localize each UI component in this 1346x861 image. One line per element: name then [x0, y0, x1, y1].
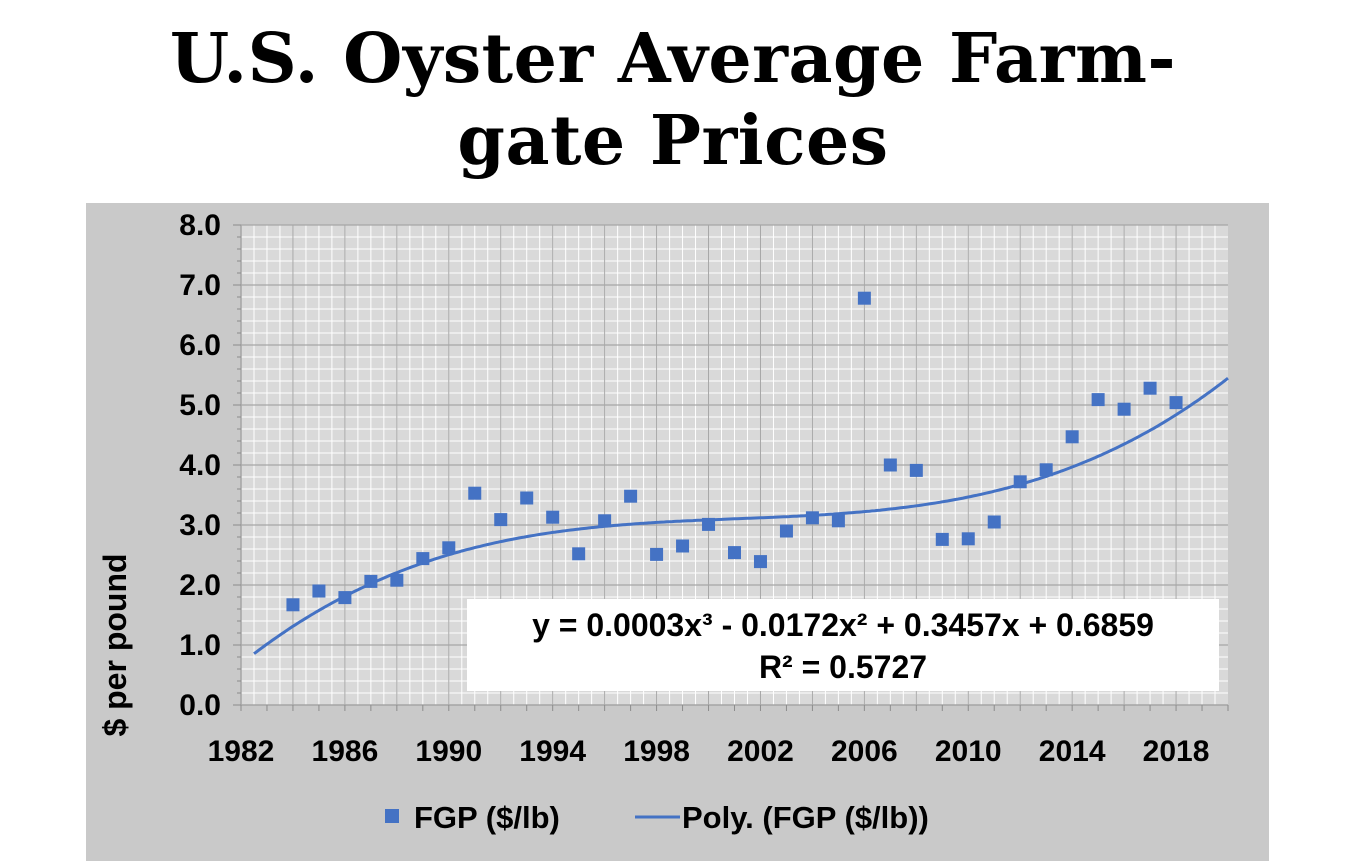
data-point [338, 591, 352, 605]
legend-marker-fgp [385, 809, 399, 823]
x-tick-label: 1986 [312, 735, 379, 768]
y-tick-label: 3.0 [179, 509, 221, 542]
data-point [676, 539, 690, 553]
legend-label-poly: Poly. (FGP ($/lb)) [682, 800, 929, 835]
data-point [1013, 475, 1027, 489]
x-tick-label: 1982 [208, 735, 275, 768]
data-point [805, 511, 819, 525]
y-tick-label: 4.0 [179, 449, 221, 482]
data-point [494, 513, 508, 527]
data-point [1117, 402, 1131, 416]
y-tick-label: 1.0 [179, 629, 221, 662]
axes [233, 224, 1229, 711]
x-tick-label: 2018 [1143, 735, 1210, 768]
data-point [598, 514, 612, 528]
data-point [728, 546, 741, 560]
data-point [831, 514, 845, 528]
data-point [468, 486, 482, 500]
equation-box: y = 0.0003x³ - 0.0172x² + 0.3457x + 0.68… [467, 599, 1219, 691]
y-axis-title: $ per pound [97, 553, 133, 736]
data-point [572, 547, 586, 561]
data-point [624, 489, 638, 503]
data-point [416, 552, 430, 566]
y-tick-label: 2.0 [179, 569, 221, 602]
page-title: U.S. Oyster Average Farm- gate Prices [0, 18, 1346, 182]
data-point [753, 555, 767, 569]
data-point [442, 541, 456, 555]
y-tick-label: 0.0 [179, 689, 221, 722]
legend-label-fgp: FGP ($/lb) [414, 800, 560, 835]
trendline-layer [253, 377, 1229, 655]
data-point [857, 291, 871, 305]
data-point [987, 515, 1001, 529]
data-point [1039, 463, 1053, 477]
data-point [883, 458, 897, 472]
data-point [702, 517, 716, 531]
data-point [1143, 381, 1157, 395]
data-point [390, 573, 404, 587]
x-tick-label: 2002 [727, 735, 794, 768]
x-tick-label: 1990 [415, 735, 482, 768]
chart-panel: 1982 1986 1990 1994 1998 2002 2006 2010 2014 2018… [86, 203, 1269, 861]
y-tick-label: 5.0 [179, 389, 221, 422]
title-line-1: U.S. Oyster Average Farm- [169, 19, 1177, 99]
x-tick-label: 2010 [935, 735, 1002, 768]
data-point [520, 491, 534, 505]
data-point [364, 574, 378, 588]
data-point [312, 584, 326, 598]
x-tick-label: 1994 [519, 735, 586, 768]
equation-text: y = 0.0003x³ - 0.0172x² + 0.3457x + 0.68… [532, 607, 1154, 643]
chart-svg: 1982 1986 1990 1994 1998 2002 2006 2010 2014 2018… [97, 209, 1229, 835]
y-tick-labels: 0.0 1.0 2.0 3.0 4.0 5.0 6.0 7.0 8.0 [179, 209, 221, 722]
y-tick-label: 8.0 [179, 209, 221, 242]
data-points [286, 291, 1183, 612]
r-squared-text: R² = 0.5727 [759, 649, 927, 685]
data-point [935, 532, 949, 546]
data-point [1169, 396, 1183, 410]
legend: FGP ($/lb) Poly. (FGP ($/lb)) [385, 800, 929, 835]
x-tick-labels: 1982 1986 1990 1994 1998 2002 2006 2010 2014 2018 [208, 735, 1210, 768]
equation-box-bg [467, 599, 1219, 691]
data-point [909, 463, 923, 477]
x-tick-label: 2014 [1039, 735, 1106, 768]
x-tick-label: 2006 [831, 735, 898, 768]
data-point [1065, 430, 1079, 444]
y-tick-label: 6.0 [179, 329, 221, 362]
x-tick-label: 1998 [623, 735, 690, 768]
data-point [650, 547, 664, 561]
data-point [961, 532, 975, 546]
trendline [253, 377, 1229, 655]
data-point [1091, 393, 1105, 407]
data-point [546, 510, 560, 524]
title-line-2: gate Prices [457, 101, 889, 181]
data-point [286, 598, 300, 612]
y-tick-label: 7.0 [179, 269, 221, 302]
data-point [779, 524, 793, 538]
